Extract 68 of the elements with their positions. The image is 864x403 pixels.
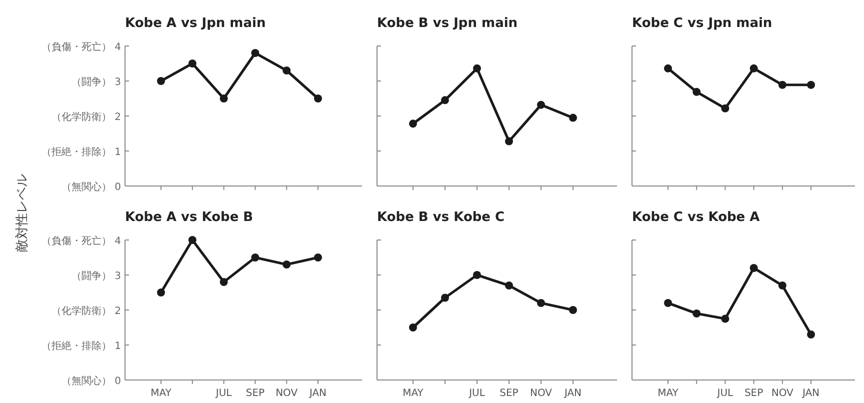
y-tick-label: （負傷・死亡） 4 [41,41,121,53]
x-tick-label: JUL [214,388,232,399]
point [441,294,449,302]
point [569,306,577,314]
point [807,80,815,89]
point [314,254,322,262]
point [721,314,730,323]
y-axis-title: 敵対性レベル [14,174,30,252]
x-tick-label: JAN [801,388,820,399]
point [750,264,758,272]
point [188,236,196,244]
point [282,260,291,268]
x-tick-label: JAN [563,388,582,399]
point [537,299,545,307]
point [778,80,786,89]
point [251,254,260,262]
y-tick-label: （負傷・死亡） 4 [41,235,121,247]
point [157,288,165,296]
point [569,114,577,122]
point [409,120,417,128]
x-tick-label: NOV [530,388,552,399]
point [314,94,322,102]
x-tick-label: MAY [658,388,680,399]
y-tick-label: （拒絶・排除） 1 [41,340,121,352]
y-tick-label: （無関心） 0 [61,181,121,193]
point [220,94,228,102]
point [473,271,481,279]
point [441,96,449,104]
point [188,60,196,68]
point [473,64,481,72]
x-tick-label: SEP [500,388,518,399]
point [505,137,513,146]
x-tick-label: NOV [276,388,298,399]
chart-title: Kobe A vs Jpn main [125,16,266,31]
chart-title: Kobe C vs Jpn main [632,16,772,31]
point [807,330,815,338]
chart-title: Kobe B vs Kobe C [377,210,505,225]
x-tick-label: JUL [716,388,734,399]
y-tick-label: （化学防衛） 2 [51,111,121,123]
point [721,104,730,112]
point [220,278,228,286]
x-tick-label: MAY [150,388,172,399]
x-tick-label: SEP [246,388,265,399]
x-tick-label: JAN [308,388,327,399]
point [251,49,260,57]
y-tick-label: （化学防衛） 2 [51,305,121,317]
point [692,88,701,96]
point [282,66,291,74]
point [664,299,672,307]
chart-title: Kobe B vs Jpn main [377,16,518,31]
point [778,282,786,290]
point [409,324,417,332]
x-tick-label: JUL [468,388,486,399]
chart-title: Kobe A vs Kobe B [125,210,254,225]
y-tick-label: （拒絶・排除） 1 [41,146,121,158]
point [537,100,545,109]
y-tick-label: （闘争） 3 [71,76,121,88]
y-tick-label: （無関心） 0 [61,375,121,387]
x-tick-label: NOV [771,388,794,399]
point [505,282,513,290]
point [692,310,701,318]
point [157,77,165,85]
point [750,64,758,72]
x-tick-label: SEP [744,388,764,399]
x-tick-label: MAY [402,388,424,399]
point [664,64,672,72]
chart-title: Kobe C vs Kobe A [632,210,760,225]
y-tick-label: （闘争） 3 [71,270,121,282]
